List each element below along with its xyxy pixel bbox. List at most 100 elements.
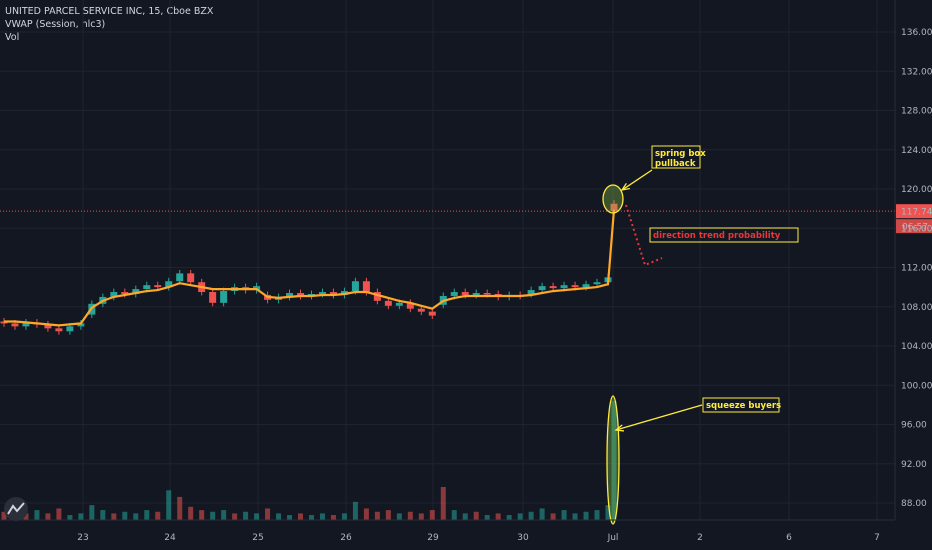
candle-body (286, 293, 294, 297)
volume-bar (308, 515, 314, 520)
candle-body (527, 290, 535, 294)
candle-body (220, 291, 228, 303)
volume-bar (583, 511, 589, 520)
volume-bars (1, 401, 617, 520)
candle-body (44, 324, 52, 329)
candle-body (571, 285, 579, 288)
candle-body (406, 302, 414, 309)
candle-body (77, 323, 85, 327)
candle-body (11, 323, 19, 327)
price-tick-label: 88.00 (901, 499, 927, 509)
volume-bar (111, 513, 117, 520)
tradingview-logo[interactable] (4, 497, 28, 521)
candle-body (297, 293, 305, 296)
volume-bar (34, 510, 40, 520)
volume-bar (67, 515, 73, 520)
candle-body (472, 293, 480, 295)
volume-bar (539, 508, 545, 520)
volume-bar (341, 513, 347, 520)
candle-body (582, 284, 590, 288)
candle-body (395, 302, 403, 306)
time-tick-label: 23 (77, 533, 88, 543)
price-tick-label: 124.00 (901, 146, 932, 156)
candle-body (417, 308, 425, 312)
candle-body (450, 292, 458, 296)
time-tick-label: 25 (252, 533, 263, 543)
candle-body (593, 282, 601, 285)
last-price-badge (896, 204, 932, 219)
logo-icon (7, 502, 25, 515)
candle-body (110, 292, 118, 297)
volume-bar (561, 510, 567, 520)
annotation-squeeze-frame (702, 397, 780, 413)
time-tick-label: 6 (786, 533, 792, 543)
legend-vwap[interactable]: VWAP (Session, hlc3) (5, 19, 106, 30)
volume-bar (495, 513, 501, 520)
volume-bar (611, 401, 617, 520)
time-tick-label: 2 (697, 533, 703, 543)
legend-symbol[interactable]: UNITED PARCEL SERVICE INC, 15, Cboe BZX (5, 6, 214, 17)
candle-body (549, 286, 557, 289)
time-axis[interactable]: 23 24 25 26 29 30 Jul 2 6 7 (0, 519, 895, 543)
volume-bar (276, 513, 282, 520)
legend-volume[interactable]: Vol (5, 32, 20, 43)
spike-arrow (621, 169, 653, 191)
volume-bar (462, 513, 468, 520)
volume-bar (572, 513, 578, 520)
candle-body (187, 273, 195, 283)
volume-bar (199, 510, 205, 520)
price-tick-label: 100.00 (901, 381, 932, 391)
price-tick-label: 128.00 (901, 107, 932, 117)
last-price-label: 117.74 (901, 208, 932, 218)
price-tick-label: 108.00 (901, 303, 932, 313)
volume-bar (594, 510, 600, 520)
annotation-squeeze-text: squeeze buyers (706, 401, 781, 411)
candle-body (209, 292, 217, 303)
price-tick-label: 96.00 (901, 421, 927, 431)
volume-bar (100, 510, 106, 520)
annotation-spring-box-frame (651, 145, 701, 169)
volume-bar (330, 515, 336, 520)
candle-body (351, 281, 359, 292)
volume-bar (210, 511, 216, 520)
volume-bar (265, 508, 271, 520)
candle-body (610, 203, 618, 212)
price-tick-label: 120.00 (901, 185, 932, 195)
volume-ellipse (606, 395, 620, 525)
time-tick-label: 30 (517, 533, 529, 543)
chart-legend: UNITED PARCEL SERVICE INC, 15, Cboe BZX … (5, 5, 213, 44)
price-tick-label: 132.00 (901, 67, 932, 77)
candle-body (538, 286, 546, 291)
candle-body (55, 328, 63, 332)
spike-ellipse (602, 184, 624, 214)
volume-bar (133, 513, 139, 520)
squeeze-arrow (615, 404, 703, 431)
candle-body (461, 292, 469, 295)
volume-bar (155, 511, 161, 520)
volume-bar (232, 513, 238, 520)
volume-bar (396, 513, 402, 520)
candle-body (384, 300, 392, 306)
volume-bar (550, 513, 556, 520)
time-tick-label: 26 (340, 533, 352, 543)
annotation-spring-box-text: spring box (655, 149, 706, 159)
volume-bar (517, 513, 523, 520)
volume-bar (89, 505, 95, 520)
volume-bar (451, 510, 457, 520)
volume-bar (528, 511, 534, 520)
annotation-spring-box-text: pullback (655, 159, 696, 169)
volume-bar (144, 510, 150, 520)
annotation-direction-frame (649, 227, 799, 243)
candle-body (154, 285, 162, 288)
candle-body (329, 292, 337, 295)
time-tick-label: Jul (607, 533, 619, 543)
price-axis[interactable]: 136.00 132.00 128.00 124.00 120.00 116.00 112.… (894, 0, 932, 520)
candle-body (132, 289, 140, 294)
volume-bar (319, 513, 325, 520)
candle-body (121, 292, 129, 294)
time-tick-label: 24 (164, 533, 176, 543)
volume-bar (385, 510, 391, 520)
volume-bar (418, 513, 424, 520)
